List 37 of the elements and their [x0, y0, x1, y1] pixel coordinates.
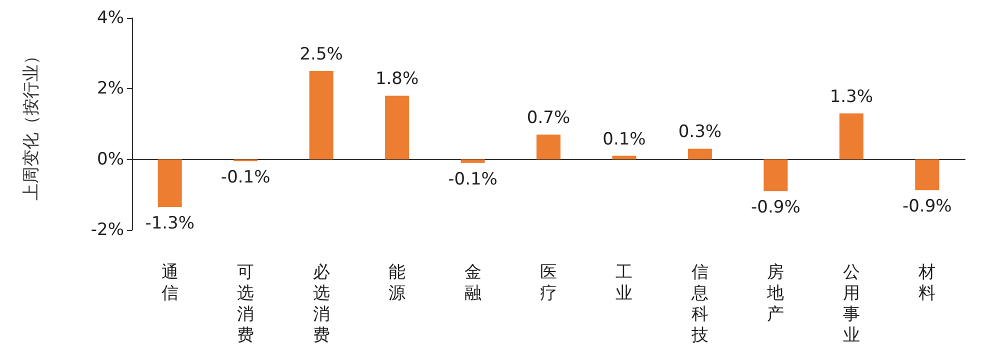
bar — [612, 156, 636, 160]
data-label: -0.9% — [751, 198, 800, 218]
data-label: -0.1% — [220, 168, 270, 188]
y-tick-label: 4% — [97, 8, 124, 28]
x-tick-label: 医疗 — [540, 262, 557, 304]
data-label: -0.1% — [448, 169, 498, 190]
x-tick-label: 能源 — [388, 262, 406, 304]
data-label: 2.5% — [300, 44, 343, 64]
bar — [309, 71, 334, 160]
x-tick-label: 通信 — [161, 262, 178, 304]
x-tick-label: 可选消费 — [237, 262, 254, 346]
x-tick-label: 金融 — [464, 262, 482, 304]
data-label: 0.1% — [602, 129, 646, 150]
data-label: 1.3% — [830, 86, 874, 107]
x-tick-label: 公用事业 — [842, 262, 860, 346]
x-tick-label: 材料 — [918, 262, 936, 304]
bar — [915, 159, 940, 190]
y-tick-label: -2% — [90, 220, 124, 240]
y-axis-title: 上周变化（按行业） — [22, 48, 42, 200]
y-tick-label: 2% — [97, 78, 124, 99]
bar — [839, 113, 864, 160]
data-label: 1.8% — [375, 69, 419, 90]
y-tick-label: 0% — [97, 149, 124, 170]
data-label: 0.3% — [678, 122, 722, 142]
x-tick-label: 房地产 — [766, 262, 784, 324]
data-label: 0.7% — [526, 108, 570, 128]
bar — [536, 134, 560, 160]
data-label: -0.9% — [902, 196, 952, 217]
x-tick-label: 信息科技 — [690, 262, 708, 346]
data-label: -1.3% — [145, 214, 195, 234]
x-tick-label: 工业 — [616, 262, 633, 304]
x-tick-label: 必选消费 — [312, 262, 330, 346]
bar — [460, 159, 485, 163]
bar — [385, 96, 410, 160]
bar — [688, 148, 712, 160]
bar — [158, 159, 182, 208]
bar — [764, 159, 788, 192]
